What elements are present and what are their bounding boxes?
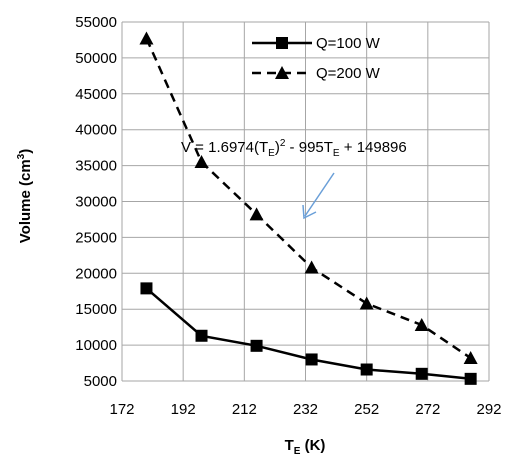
y-tick-label: 15000 <box>75 301 117 318</box>
y-tick-label: 10000 <box>75 337 117 354</box>
x-tick-labels: 172 192 212 232 252 272 292 <box>109 401 501 418</box>
eq-sub2: E <box>333 148 340 159</box>
y-tick-label: 25000 <box>75 229 117 246</box>
data-point <box>139 31 154 45</box>
y-tick-label: 30000 <box>75 194 117 211</box>
legend-marker-triangle <box>275 66 289 79</box>
grid <box>121 21 490 382</box>
y-tick-label: 20000 <box>75 265 117 282</box>
eq-sub1: E <box>268 148 275 159</box>
data-point <box>415 367 428 380</box>
y-tick-label: 5000 <box>84 373 117 390</box>
legend-label-q100: Q=100 W <box>316 35 381 52</box>
series-layer <box>139 31 478 385</box>
y-tick-label: 50000 <box>75 50 117 67</box>
annotation-arrow <box>302 172 335 220</box>
eq-p4: + 149896 <box>340 139 407 156</box>
x-tick-label: 272 <box>415 401 440 418</box>
x-axis-title-main: T <box>285 437 294 454</box>
y-tick-label: 55000 <box>75 14 117 31</box>
data-point <box>194 155 209 169</box>
eq-v: V <box>181 139 191 156</box>
eq-sup: 2 <box>280 138 286 149</box>
data-point <box>304 260 319 274</box>
x-tick-label: 292 <box>476 401 501 418</box>
x-tick-label: 232 <box>293 401 318 418</box>
y-tick-label: 35000 <box>75 158 117 175</box>
legend-marker-square <box>276 37 288 49</box>
data-point <box>305 353 318 366</box>
series-1 <box>140 282 477 385</box>
legend: Q=100 W Q=200 W <box>252 35 381 82</box>
x-axis-title: TE (K) <box>285 437 326 455</box>
x-tick-label: 252 <box>354 401 379 418</box>
x-tick-label: 172 <box>109 401 134 418</box>
x-tick-label: 192 <box>171 401 196 418</box>
y-axis-title-main: Volume (cm <box>17 159 34 243</box>
y-axis-title-close: ) <box>17 149 34 154</box>
legend-label-q200: Q=200 W <box>316 65 381 82</box>
data-point <box>360 363 373 376</box>
y-axis-title: Volume (cm3) <box>16 149 34 243</box>
data-point <box>464 372 477 385</box>
data-point <box>359 296 374 310</box>
data-point <box>463 351 478 365</box>
y-tick-label: 40000 <box>75 122 117 139</box>
eq-p2: ) <box>275 139 280 156</box>
eq-p3: - 995T <box>285 139 333 156</box>
data-point <box>414 317 429 331</box>
data-point <box>249 207 264 221</box>
x-axis-title-subscript: E <box>294 446 301 455</box>
y-axis-title-superscript: 3 <box>16 153 27 159</box>
y-tick-labels: 5000 10000 15000 20000 25000 30000 35000 40000 4… <box>75 14 117 390</box>
x-axis-title-unit: (K) <box>300 437 325 454</box>
data-point <box>195 329 208 342</box>
data-point <box>140 282 153 295</box>
series-2 <box>139 31 478 365</box>
x-tick-label: 212 <box>232 401 257 418</box>
eq-p1: = 1.6974(T <box>191 139 268 156</box>
y-tick-label: 45000 <box>75 86 117 103</box>
data-point <box>250 339 263 352</box>
fit-equation: V = 1.6974(TE)2 - 995TE + 149896 <box>181 138 407 159</box>
